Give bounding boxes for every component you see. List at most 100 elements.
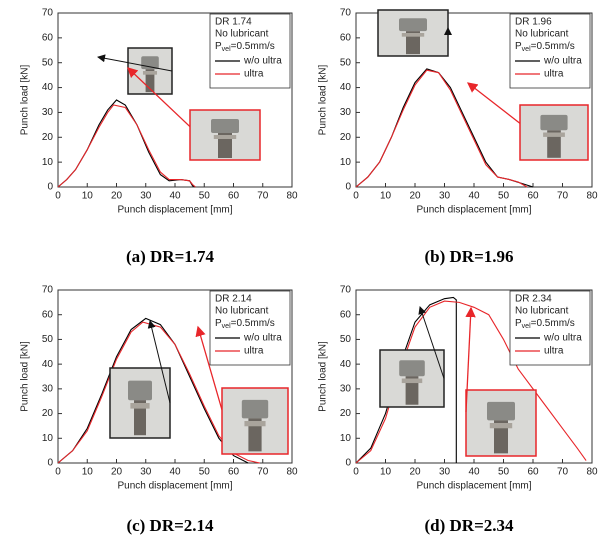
legend-label: ultra [544,346,564,357]
y-tick-label: 70 [340,8,352,19]
x-tick-label: 20 [409,467,421,478]
velocity-annotation: Pvel=0.5mm/s [515,41,575,53]
x-tick-label: 30 [140,467,152,478]
annotation: No lubricant [515,306,569,317]
annotation: DR 2.14 [215,294,252,305]
y-tick-label: 70 [42,285,54,296]
caption: (c) DR=2.14 [126,516,214,535]
inset-punch-head [241,399,269,419]
velocity-subscript: vel [222,323,231,330]
legend-label: ultra [244,69,264,80]
inset-arrow [127,67,191,128]
y-tick-label: 30 [42,383,54,394]
y-tick-label: 30 [42,107,54,118]
annotation: DR 1.74 [215,17,252,28]
velocity-annotation: Pvel=0.5mm/s [515,318,575,330]
x-tick-label: 60 [228,467,240,478]
y-tick-label: 60 [340,309,352,320]
legend-label: ultra [244,346,264,357]
y-tick-label: 30 [340,107,352,118]
inset-cup [130,403,150,409]
legend-box [209,290,291,366]
x-axis-label: Punch displacement [mm] [416,481,531,492]
y-tick-label: 20 [42,132,54,143]
y-tick-label: 10 [42,157,54,168]
x-tick-label: 70 [557,467,569,478]
velocity-base: P [215,41,222,52]
y-axis-label: Punch load [kN] [318,341,329,412]
data-line [355,68,534,188]
y-tick-label: 50 [340,57,352,68]
x-tick-label: 30 [140,191,152,202]
y-tick-label: 70 [42,8,54,19]
x-tick-label: 20 [111,191,123,202]
x-tick-label: 80 [286,467,298,478]
x-tick-label: 60 [228,191,240,202]
data-line [57,104,196,188]
x-tick-label: 40 [468,191,480,202]
y-tick-label: 40 [42,359,54,370]
annotation: DR 1.96 [515,17,552,28]
x-tick-label: 60 [527,191,539,202]
x-axis-label: Punch displacement [mm] [117,481,232,492]
x-tick-label: 40 [468,467,480,478]
legend-box [509,13,591,89]
x-tick-label: 50 [199,191,211,202]
y-tick-label: 0 [47,182,53,193]
inset-cup [543,132,565,137]
velocity-subscript: vel [222,46,231,53]
y-tick-label: 30 [340,383,352,394]
velocity-annotation: Pvel=0.5mm/s [215,41,275,53]
inset-punch-stem [145,69,155,93]
caption: (d) DR=2.34 [424,516,514,535]
x-tick-label: 0 [55,467,61,478]
inset-punch-head [128,380,152,401]
inset-punch-stem [134,400,146,436]
y-tick-label: 50 [42,334,54,345]
x-tick-label: 60 [527,467,539,478]
inset-arrow [466,82,521,124]
velocity-base: P [515,318,522,329]
y-tick-label: 50 [340,334,352,345]
y-tick-label: 10 [42,433,54,444]
inset-punch-stem [547,130,561,158]
caption: (a) DR=1.74 [126,247,215,266]
velocity-annotation: Pvel=0.5mm/s [215,318,275,330]
annotation: No lubricant [215,29,269,40]
legend-box [509,290,591,366]
y-tick-label: 40 [340,359,352,370]
velocity-rest: =0.5mm/s [231,318,275,329]
x-tick-label: 50 [199,467,211,478]
legend-box [209,13,291,89]
x-tick-label: 0 [353,467,359,478]
annotation: No lubricant [215,306,269,317]
legend-label: ultra [544,69,564,80]
y-tick-label: 20 [42,408,54,419]
inset-punch-stem [406,31,420,55]
data-line [355,69,528,188]
y-tick-label: 0 [47,458,53,469]
x-tick-label: 80 [286,191,298,202]
inset-arrow [465,306,476,413]
x-tick-label: 50 [498,467,510,478]
legend-label: w/o ultra [543,56,582,67]
velocity-rest: =0.5mm/s [231,41,275,52]
x-tick-label: 10 [380,467,392,478]
y-tick-label: 50 [42,57,54,68]
x-axis-label: Punch displacement [mm] [416,205,531,216]
y-axis-label: Punch load [kN] [20,64,31,135]
x-tick-label: 30 [439,191,451,202]
velocity-rest: =0.5mm/s [531,318,575,329]
y-tick-label: 60 [42,32,54,43]
velocity-base: P [215,318,222,329]
x-tick-label: 50 [498,191,510,202]
x-tick-label: 70 [557,191,569,202]
velocity-subscript: vel [522,323,531,330]
inset-punch-head [540,114,568,131]
y-axis-label: Punch load [kN] [318,64,329,135]
y-tick-label: 60 [42,309,54,320]
inset-punch-head [211,119,239,133]
inset-punch-stem [248,418,262,452]
velocity-rest: =0.5mm/s [531,41,575,52]
